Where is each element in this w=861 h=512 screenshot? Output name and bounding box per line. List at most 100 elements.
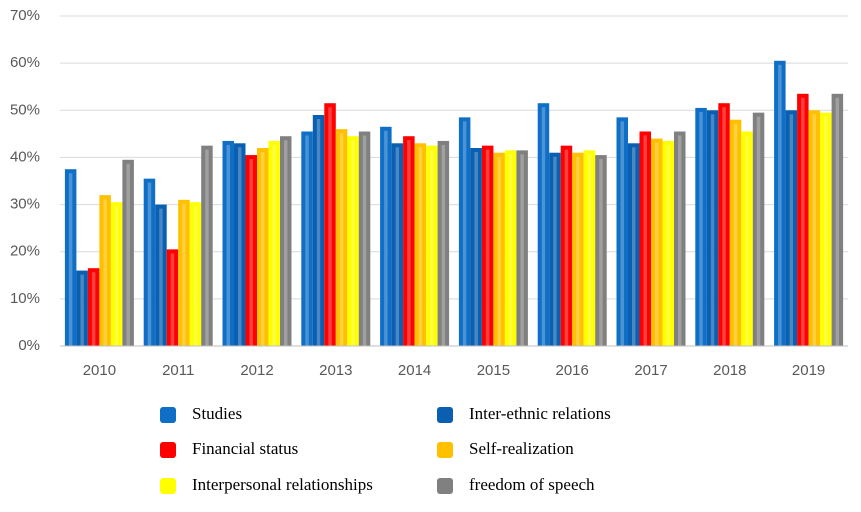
bar-highlight — [632, 147, 636, 346]
bar-highlight — [722, 107, 726, 346]
y-tick-label: 40% — [10, 148, 40, 165]
bar-highlight — [362, 135, 367, 346]
bar — [201, 145, 213, 346]
bar — [628, 143, 640, 346]
bar-highlight — [745, 135, 749, 346]
bar — [391, 143, 404, 346]
bar-highlight — [778, 64, 782, 347]
bar-highlight — [126, 163, 130, 346]
y-tick-label: 20% — [10, 243, 40, 260]
bar — [76, 270, 88, 346]
bar — [324, 103, 336, 346]
bar — [560, 145, 573, 346]
bar-highlight — [91, 272, 96, 346]
bar — [639, 131, 651, 346]
bar-highlight — [564, 149, 569, 346]
bar-highlight — [205, 149, 209, 346]
bar-highlight — [80, 274, 84, 346]
bar — [774, 60, 786, 347]
bar — [234, 143, 246, 346]
bar — [178, 199, 190, 346]
y-tick-label: 50% — [10, 101, 40, 118]
bar-highlight — [666, 144, 670, 346]
bar — [662, 140, 674, 346]
bar — [651, 138, 663, 346]
bar-highlight — [395, 147, 400, 346]
bar-highlight — [620, 121, 624, 346]
bar — [312, 115, 325, 346]
bar-highlight — [159, 208, 163, 346]
bar-highlight — [384, 130, 388, 346]
x-tick-label: 2019 — [792, 362, 825, 379]
bar-highlight — [643, 135, 647, 346]
bar-highlight — [485, 149, 490, 346]
bar — [426, 145, 438, 346]
y-tick-label: 30% — [10, 196, 40, 213]
bar — [470, 148, 482, 346]
bar — [481, 145, 494, 346]
bar — [166, 249, 179, 346]
bar — [347, 136, 359, 346]
bar-highlight — [576, 156, 580, 346]
bar-highlight — [339, 133, 344, 346]
bar-highlight — [261, 152, 265, 346]
bar-highlight — [733, 123, 738, 346]
x-tick-label: 2015 — [477, 362, 510, 379]
bar-highlight — [474, 152, 478, 346]
bar-highlight — [756, 116, 761, 347]
legend-swatch — [160, 407, 176, 423]
bar-highlight — [710, 114, 715, 347]
bar — [493, 152, 505, 346]
bar — [583, 150, 596, 346]
bar — [189, 202, 202, 346]
bar-highlight — [430, 149, 434, 346]
legend-swatch — [160, 442, 176, 458]
bar-highlight — [147, 182, 152, 346]
bar-highlight — [284, 140, 288, 346]
bar — [741, 131, 753, 346]
bar-highlight — [801, 97, 805, 347]
bar-highlight — [789, 114, 794, 347]
legend-label: Self-realization — [469, 439, 574, 458]
x-tick-label: 2010 — [83, 362, 116, 379]
legend-swatch — [160, 478, 176, 494]
bar-highlight — [103, 199, 107, 346]
bar-highlight — [316, 119, 321, 346]
bar — [87, 268, 100, 346]
bar-highlight — [68, 173, 73, 346]
x-tick-label: 2013 — [319, 362, 352, 379]
bar — [820, 112, 832, 347]
bar — [785, 110, 798, 347]
bar-highlight — [170, 253, 175, 346]
bar — [222, 140, 234, 346]
bar-highlight — [328, 107, 332, 346]
bar — [99, 195, 111, 346]
bar — [674, 131, 686, 346]
bar — [458, 117, 471, 346]
y-tick-label: 0% — [18, 337, 40, 354]
y-tick-label: 10% — [10, 290, 40, 307]
bar-highlight — [441, 144, 446, 346]
bar-highlight — [599, 159, 603, 346]
bar — [280, 136, 292, 346]
legend-label: Financial status — [192, 439, 298, 458]
y-tick-label: 60% — [10, 54, 40, 71]
bar — [752, 112, 765, 347]
bar-highlight — [226, 144, 230, 346]
bar-highlight — [351, 140, 355, 346]
legend-label: Studies — [192, 404, 242, 423]
bar — [64, 169, 77, 346]
bar-highlight — [462, 121, 467, 346]
bar-highlight — [182, 203, 186, 346]
bar — [335, 129, 348, 346]
legend-label: Interpersonal relationships — [192, 475, 373, 494]
bar — [257, 148, 269, 346]
bar-highlight — [272, 144, 276, 346]
bar — [797, 93, 809, 347]
bar — [122, 159, 134, 346]
bar — [808, 110, 821, 347]
bar — [358, 131, 371, 346]
bar — [414, 143, 427, 346]
legend-label: freedom of speech — [469, 475, 595, 494]
x-tick-label: 2014 — [398, 362, 431, 379]
